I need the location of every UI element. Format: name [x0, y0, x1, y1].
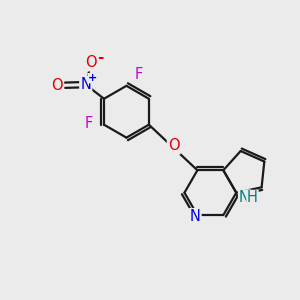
Text: O: O	[168, 139, 179, 154]
Text: N: N	[190, 209, 200, 224]
Text: -: -	[97, 50, 104, 65]
Text: F: F	[85, 116, 93, 131]
Text: H: H	[247, 190, 258, 206]
Text: +: +	[88, 73, 97, 83]
Text: N: N	[239, 190, 250, 206]
Text: F: F	[135, 67, 143, 82]
Text: O: O	[51, 78, 63, 93]
Text: O: O	[85, 55, 97, 70]
Text: N: N	[80, 77, 91, 92]
